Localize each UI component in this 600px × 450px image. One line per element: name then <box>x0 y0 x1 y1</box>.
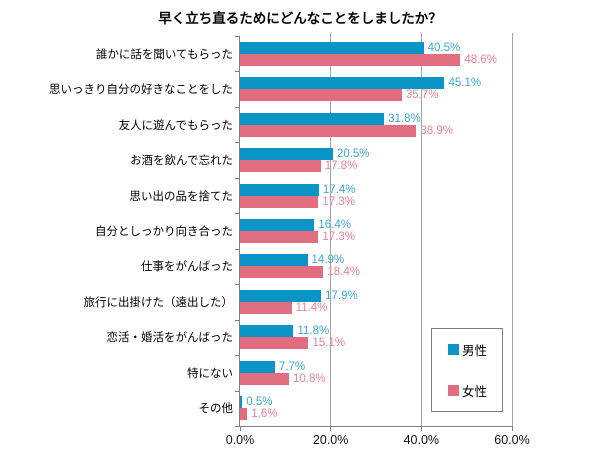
category-axis-tick <box>235 142 240 144</box>
chart-title: 早く立ち直るためにどんなことをしましたか？ <box>158 11 442 26</box>
bar-female <box>240 231 319 243</box>
value-label-male: 20.5% <box>336 148 370 161</box>
bar-female <box>240 372 289 385</box>
bar-female <box>240 408 248 421</box>
category-label: 思い出の品を捨てた <box>129 190 234 203</box>
gridline-60 <box>511 33 513 426</box>
value-label-female: 48.6% <box>464 53 497 66</box>
value-label-female: 1.6% <box>251 408 278 421</box>
value-label-male: 31.8% <box>388 112 421 125</box>
category-axis-tick <box>235 284 240 286</box>
value-label-female: 35.7% <box>405 89 439 102</box>
bar-male <box>240 41 424 54</box>
bar-female <box>240 124 417 137</box>
x-axis-label: 20.0% <box>312 433 349 447</box>
bar-male <box>240 77 445 90</box>
category-axis-tick <box>235 177 240 179</box>
value-label-male: 11.8% <box>297 325 330 338</box>
value-label-male: 0.5% <box>246 396 273 409</box>
value-label-female: 11.4% <box>295 301 328 314</box>
category-axis-tick <box>235 426 240 427</box>
category-axis-tick <box>235 106 240 108</box>
gridline-40 <box>420 33 422 426</box>
legend-label-male: 男性 <box>462 344 488 358</box>
x-axis-label: 40.0% <box>403 433 440 447</box>
bar-male <box>240 360 275 373</box>
category-axis-tick <box>235 319 240 321</box>
category-label: お酒を飲んで忘れた <box>130 155 233 168</box>
value-label-female: 17.3% <box>322 195 356 208</box>
bar-male <box>240 183 319 196</box>
legend-item-female: 女性 <box>448 381 502 400</box>
category-label: 特にない <box>187 367 233 380</box>
category-axis-tick <box>235 213 240 215</box>
value-axis-tick <box>330 427 332 431</box>
bar-female <box>240 53 461 66</box>
category-axis-tick <box>235 248 240 250</box>
gridline-20 <box>330 33 332 426</box>
bar-female <box>240 160 321 173</box>
value-label-male: 45.1% <box>448 77 482 90</box>
value-label-male: 7.7% <box>278 360 306 373</box>
bar-male <box>240 148 333 161</box>
value-label-female: 15.1% <box>312 337 346 350</box>
female-series-swatch-icon <box>448 385 459 396</box>
category-label: 友人に遊んでもらった <box>118 119 233 132</box>
value-label-male: 16.4% <box>318 219 351 231</box>
category-label: 仕事をがんばった <box>141 261 233 274</box>
legend-item-male: 男性 <box>448 340 502 359</box>
value-axis-line <box>240 426 513 427</box>
value-label-female: 17.3% <box>322 231 356 243</box>
bar-female <box>240 89 402 102</box>
category-label: 旅行に出掛けた（遠出した） <box>83 296 234 309</box>
category-label: 恋活・婚活をがんばった <box>106 332 234 345</box>
male-series-swatch-icon <box>448 344 459 355</box>
bar-female <box>240 195 319 208</box>
legend-label-female: 女性 <box>462 385 488 399</box>
bar-male <box>240 254 308 267</box>
value-axis-tick <box>239 427 241 431</box>
category-axis-tick <box>235 355 240 357</box>
value-label-female: 17.8% <box>324 160 358 173</box>
value-label-male: 14.9% <box>311 254 345 267</box>
x-axis-label: 60.0% <box>494 433 530 447</box>
value-label-male: 40.5% <box>427 41 461 54</box>
value-axis-tick <box>420 427 422 431</box>
category-label: 自分としっかり向き合った <box>95 225 233 238</box>
category-axis-tick <box>235 71 240 73</box>
category-axis-tick <box>235 390 240 392</box>
category-label: 思いっきり自分の好きなことをした <box>49 84 233 97</box>
category-axis-tick <box>235 36 240 37</box>
bar-male <box>240 289 322 302</box>
category-label: 誰かに話を聞いてもらった <box>95 48 233 61</box>
bar-female <box>240 301 292 314</box>
bar-male <box>240 325 294 338</box>
value-label-male: 17.9% <box>325 289 358 302</box>
legend: 男性 女性 <box>431 328 503 412</box>
value-label-female: 10.8% <box>292 372 326 385</box>
value-label-female: 18.4% <box>327 266 361 279</box>
bar-female <box>240 337 309 350</box>
bar-male <box>240 396 243 409</box>
bar-male <box>240 112 385 125</box>
value-label-male: 17.4% <box>322 183 356 196</box>
bar-male <box>240 219 315 231</box>
value-label-female: 38.9% <box>420 124 453 137</box>
value-axis-tick <box>511 427 513 431</box>
x-axis-label: 0.0% <box>225 433 255 447</box>
category-label: その他 <box>198 403 234 416</box>
bar-female <box>240 266 324 279</box>
category-axis-line <box>239 36 240 427</box>
